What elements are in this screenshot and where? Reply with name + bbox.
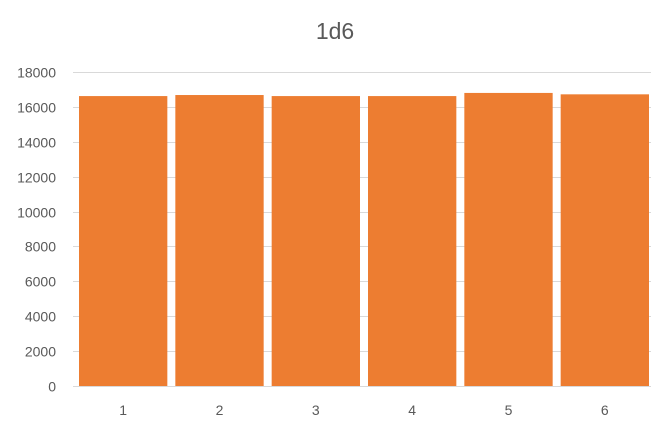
y-tick-label: 16000: [17, 100, 56, 116]
y-tick-label: 2000: [25, 344, 56, 360]
x-axis-tick-labels: 1 2 3 4 5 6: [119, 402, 609, 418]
x-tick-label: 4: [408, 402, 416, 418]
bar-2: [175, 95, 264, 386]
bar-5: [464, 92, 553, 386]
x-tick-label: 5: [505, 402, 513, 418]
bars: [79, 92, 649, 386]
y-axis-tick-labels: 0 2000 4000 6000 8000 10000 12000 14000 16000 180…: [17, 65, 56, 395]
y-tick-label: 10000: [17, 205, 56, 221]
x-tick-label: 1: [119, 402, 127, 418]
y-tick-label: 12000: [17, 170, 56, 186]
x-tick-label: 2: [216, 402, 224, 418]
y-tick-label: 8000: [25, 239, 56, 255]
x-tick-label: 3: [312, 402, 320, 418]
y-tick-label: 6000: [25, 274, 56, 290]
bar-1: [79, 96, 168, 386]
y-tick-label: 4000: [25, 309, 56, 325]
y-tick-label: 14000: [17, 135, 56, 151]
y-tick-label: 0: [48, 379, 56, 395]
bar-4: [368, 96, 457, 386]
gridlines: [73, 72, 651, 352]
y-tick-label: 18000: [17, 65, 56, 81]
bar-3: [271, 96, 360, 386]
bar-6: [560, 94, 649, 386]
x-tick-label: 6: [601, 402, 609, 418]
chart-title: 1d6: [316, 18, 354, 44]
